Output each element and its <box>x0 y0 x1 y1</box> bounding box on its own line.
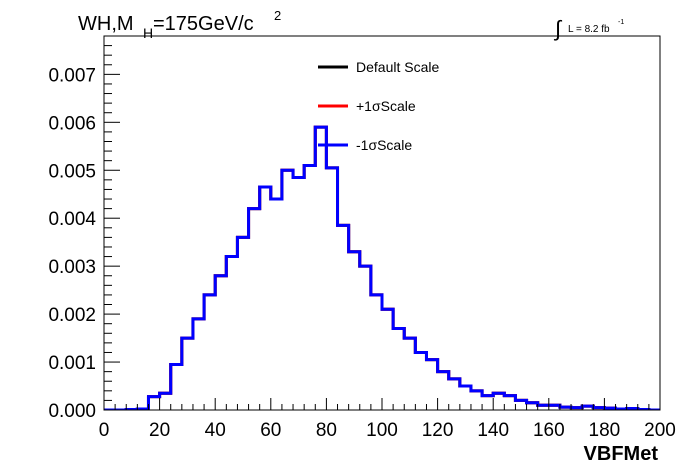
y-axis: 0.000 0.001 0.002 0.003 0.004 0.005 0.006 0.007 <box>48 35 120 422</box>
title-rest: =175GeV/c <box>153 13 254 35</box>
series-2-histogram <box>104 125 660 410</box>
lumi-superscript: -1 <box>618 19 624 26</box>
legend: Default Scale +1σScale -1σScale <box>318 59 439 153</box>
lumi-text: L = 8.2 fb <box>568 24 610 35</box>
integral-symbol: ∫ <box>553 16 563 41</box>
y-tick-label: 0.003 <box>48 257 96 278</box>
series-layer <box>104 125 660 410</box>
x-tick-label: 100 <box>366 420 398 441</box>
x-tick-label: 60 <box>260 420 281 441</box>
x-tick-label: 160 <box>533 420 565 441</box>
y-tick-label: 0.007 <box>48 65 96 86</box>
x-tick-label: 120 <box>422 420 454 441</box>
title-superscript: 2 <box>274 8 281 23</box>
title-main: WH,M <box>78 13 134 35</box>
legend-label-minus-1sigma: -1σScale <box>356 137 412 153</box>
x-axis: 0 20 40 60 80 100 120 140 160 180 200 <box>99 398 676 441</box>
x-tick-label: 80 <box>316 420 337 441</box>
title-subscript: H <box>143 25 153 41</box>
y-tick-label: 0.004 <box>48 209 96 230</box>
x-tick-label: 140 <box>477 420 509 441</box>
y-tick-label: 0.001 <box>48 353 96 374</box>
y-tick-label: 0.002 <box>48 305 96 326</box>
x-axis-title: VBFMet <box>584 443 659 465</box>
x-tick-label: 180 <box>589 420 621 441</box>
y-tick-label: 0.000 <box>48 401 96 422</box>
x-tick-label: 200 <box>644 420 676 441</box>
y-tick-label: 0.005 <box>48 161 96 182</box>
x-tick-label: 0 <box>99 420 110 441</box>
x-tick-label: 20 <box>149 420 170 441</box>
x-tick-label: 40 <box>205 420 226 441</box>
legend-label-default-scale: Default Scale <box>356 59 439 75</box>
luminosity-label: ∫ L = 8.2 fb -1 <box>553 16 624 41</box>
legend-label-plus-1sigma: +1σScale <box>356 98 416 114</box>
y-tick-label: 0.006 <box>48 113 96 134</box>
plot-title: WH,M H =175GeV/c 2 <box>78 8 281 41</box>
